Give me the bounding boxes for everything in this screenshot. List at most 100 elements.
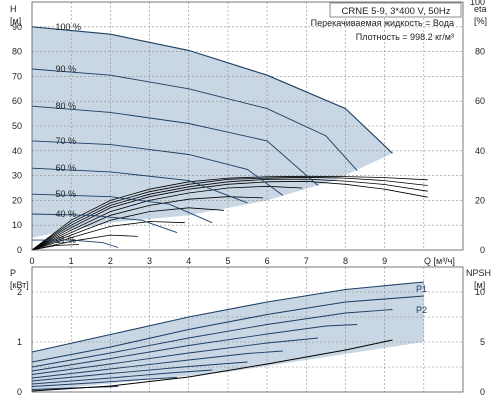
eta-tick-label: 0	[480, 245, 485, 255]
head-curve	[32, 239, 119, 248]
power-tick-labels: 0 1 2 0 5 10	[17, 287, 485, 397]
head-axes	[31, 1, 464, 251]
eta-axis-unit: [%]	[474, 16, 487, 26]
power-curve	[31, 350, 283, 379]
power-curve-p1	[31, 281, 424, 353]
power-tick-label: 1	[17, 337, 22, 347]
p2-label: P2	[416, 305, 427, 315]
head-tick-label: 90	[12, 22, 22, 32]
head-axis-unit: [м]	[10, 16, 21, 26]
speed-label: 70 %	[56, 136, 77, 146]
power-npsh-chart: 0 1 2 0 5 10	[17, 266, 485, 397]
eta-tick-label: 80	[475, 47, 485, 57]
p1-label: P1	[416, 284, 427, 294]
npsh-line	[31, 339, 393, 392]
npsh-tick-label: 10	[475, 287, 485, 297]
eta-curve	[31, 221, 185, 251]
power-curves	[31, 281, 424, 390]
npsh-axis-label: NPSH	[466, 268, 491, 278]
eta-curve	[31, 244, 80, 251]
flow-tick-label: 0	[29, 256, 34, 266]
eta-tick-label: 20	[475, 195, 485, 205]
flow-tick-label: 3	[147, 256, 152, 266]
head-tick-label: 60	[12, 96, 22, 106]
flow-tick-label: 5	[225, 256, 230, 266]
operating-area-layer	[32, 26, 393, 238]
npsh-tick-label: 5	[480, 337, 485, 347]
head-tick-label: 20	[12, 195, 22, 205]
flow-axis-label: Q [м³/ч]	[424, 256, 455, 266]
npsh-curve	[31, 339, 393, 392]
flow-tick-label: 4	[186, 256, 191, 266]
head-tick-label: 10	[12, 220, 22, 230]
power-axes	[31, 266, 464, 393]
power-curve	[31, 377, 178, 387]
efficiency-curves	[31, 175, 428, 251]
eta-curve	[31, 180, 428, 251]
eta-tick-label: 40	[475, 146, 485, 156]
eta-curve	[31, 207, 225, 251]
power-tick-label: 2	[17, 287, 22, 297]
head-curve	[31, 193, 213, 224]
head-axis-label: H	[10, 4, 17, 14]
head-curve	[31, 213, 178, 234]
eta-tick-label: 100	[470, 0, 485, 7]
npsh-axis-unit: [м]	[474, 280, 485, 290]
density-label: Плотность = 998.2 кг/м³	[356, 32, 454, 42]
head-curves	[31, 26, 393, 248]
eta-tick-label: 60	[475, 96, 485, 106]
flow-tick-label: 6	[265, 256, 270, 266]
power-curve	[31, 361, 248, 382]
eta-axis-label: eta	[474, 4, 487, 14]
npsh-tick-label: 0	[480, 387, 485, 397]
power-curve	[31, 324, 358, 372]
head-tick-label: 30	[12, 171, 22, 181]
head-curve-labels: 100 % 90 % 80 % 70 % 60 % 50 % 40 % 21 %	[56, 22, 82, 245]
head-curve	[31, 167, 248, 204]
eta-curve	[31, 175, 428, 251]
flow-tick-label: 7	[304, 256, 309, 266]
speed-label: 40 %	[56, 209, 77, 219]
power-axis-label: P	[10, 268, 16, 278]
speed-label: 60 %	[56, 163, 77, 173]
head-tick-label: 70	[12, 71, 22, 81]
eta-curve	[31, 196, 264, 251]
flow-tick-label: 1	[69, 256, 74, 266]
head-grid	[32, 2, 463, 250]
power-tick-label: 0	[17, 387, 22, 397]
head-tick-label: 40	[12, 146, 22, 156]
eta-curve	[31, 176, 428, 251]
power-curve	[31, 369, 213, 385]
head-tick-label: 80	[12, 47, 22, 57]
speed-label: 80 %	[56, 101, 77, 111]
operating-area	[32, 26, 393, 238]
speed-label: 90 %	[56, 64, 77, 74]
eta-curve	[31, 178, 428, 251]
speed-label: 100 %	[56, 22, 82, 32]
head-curve	[31, 26, 393, 154]
power-curve	[31, 309, 393, 368]
head-curve	[31, 68, 358, 171]
flow-tick-label: 2	[108, 256, 113, 266]
power-curve-p2	[31, 295, 424, 363]
liquid-label: Перекачиваемая жидкость = Вода	[311, 18, 454, 28]
head-curve	[31, 140, 284, 196]
eta-curve	[31, 234, 138, 251]
flow-tick-label: 8	[343, 256, 348, 266]
power-grid	[32, 267, 463, 392]
head-tick-label: 0	[17, 245, 22, 255]
power-plot-frame	[31, 266, 464, 393]
power-axis-unit: [кВт]	[10, 280, 29, 290]
speed-label: 21 %	[56, 235, 77, 245]
head-curve	[31, 105, 319, 186]
head-tick-label: 50	[12, 121, 22, 131]
model-box	[329, 2, 462, 18]
model-label: CRNE 5-9, 3*400 V, 50Hz	[342, 6, 451, 17]
head-plot-frame	[31, 1, 464, 251]
speed-label: 50 %	[56, 189, 77, 199]
flow-tick-label: 9	[382, 256, 387, 266]
eta-curve	[31, 185, 303, 251]
